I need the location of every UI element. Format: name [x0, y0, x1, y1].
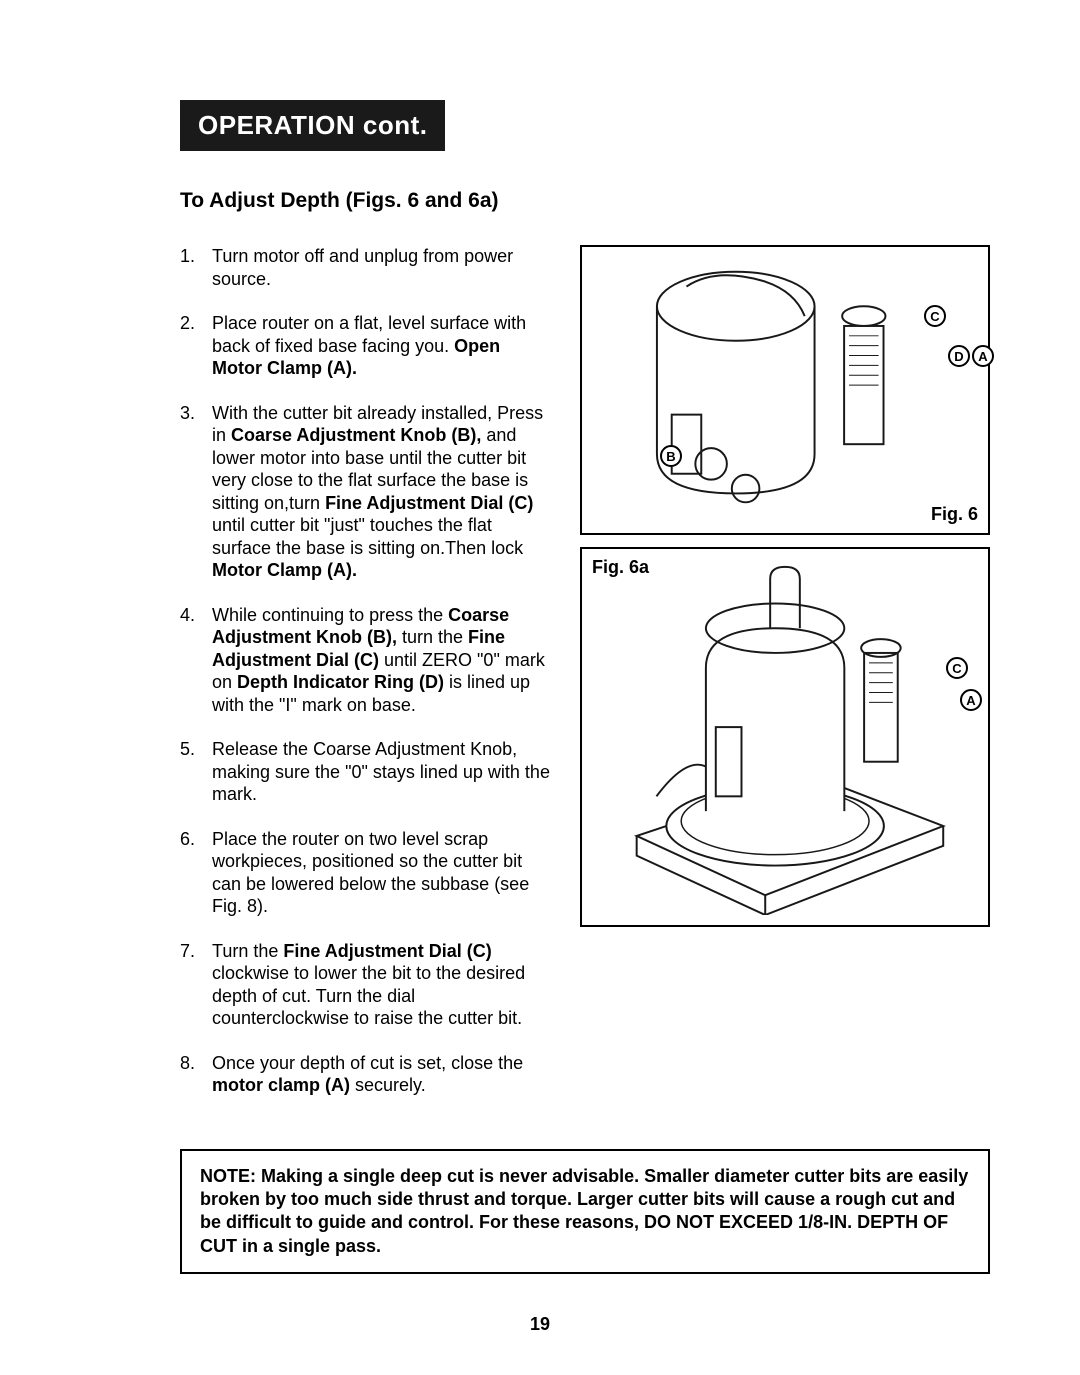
page-number: 19 [530, 1314, 550, 1335]
step-text: securely. [350, 1075, 426, 1095]
steps-list: Turn motor off and unplug from power sou… [180, 245, 550, 1097]
content-row: Turn motor off and unplug from power sou… [180, 245, 990, 1119]
step-text: clockwise to lower the bit to the desire… [212, 963, 525, 1028]
callout-c: C [946, 657, 968, 679]
step-item: While continuing to press the Coarse Adj… [180, 604, 550, 717]
step-bold: Motor Clamp (A). [212, 560, 357, 580]
router-illustration [592, 559, 978, 915]
step-item: Once your depth of cut is set, close the… [180, 1052, 550, 1097]
note-box: NOTE: Making a single deep cut is never … [180, 1149, 990, 1275]
step-text: until cutter bit "just" touches the flat… [212, 515, 523, 558]
step-bold: Fine Adjustment Dial (C) [325, 493, 533, 513]
figure-6: C D A B Fig. 6 [580, 245, 990, 535]
steps-column: Turn motor off and unplug from power sou… [180, 245, 550, 1119]
figure-label: Fig. 6 [931, 504, 978, 525]
step-text: While continuing to press the [212, 605, 448, 625]
step-text: Once your depth of cut is set, close the [212, 1053, 523, 1073]
callout-a: A [972, 345, 994, 367]
router-illustration [592, 257, 978, 523]
figure-6a: Fig. 6a C A [580, 547, 990, 927]
step-text: turn the [397, 627, 468, 647]
manual-page: OPERATION cont. To Adjust Depth (Figs. 6… [0, 0, 1080, 1375]
callout-b: B [660, 445, 682, 467]
step-bold: motor clamp (A) [212, 1075, 350, 1095]
step-bold: Fine Adjustment Dial (C) [283, 941, 491, 961]
callout-c: C [924, 305, 946, 327]
figure-label: Fig. 6a [592, 557, 649, 578]
step-item: Turn motor off and unplug from power sou… [180, 245, 550, 290]
subsection-title: To Adjust Depth (Figs. 6 and 6a) [180, 189, 990, 213]
step-item: With the cutter bit already installed, P… [180, 402, 550, 582]
step-text: Release the Coarse Adjustment Knob, maki… [212, 739, 550, 804]
step-text: Turn the [212, 941, 283, 961]
step-item: Place the router on two level scrap work… [180, 828, 550, 918]
step-item: Place router on a flat, level surface wi… [180, 312, 550, 380]
step-text: Turn motor off and unplug from power sou… [212, 246, 513, 289]
step-text: Place the router on two level scrap work… [212, 829, 529, 917]
step-item: Turn the Fine Adjustment Dial (C) clockw… [180, 940, 550, 1030]
section-header: OPERATION cont. [180, 100, 445, 151]
step-bold: Coarse Adjustment Knob (B), [231, 425, 481, 445]
step-item: Release the Coarse Adjustment Knob, maki… [180, 738, 550, 806]
figures-column: C D A B Fig. 6 [580, 245, 990, 1119]
callout-a: A [960, 689, 982, 711]
step-bold: Depth Indicator Ring (D) [237, 672, 444, 692]
callout-d: D [948, 345, 970, 367]
